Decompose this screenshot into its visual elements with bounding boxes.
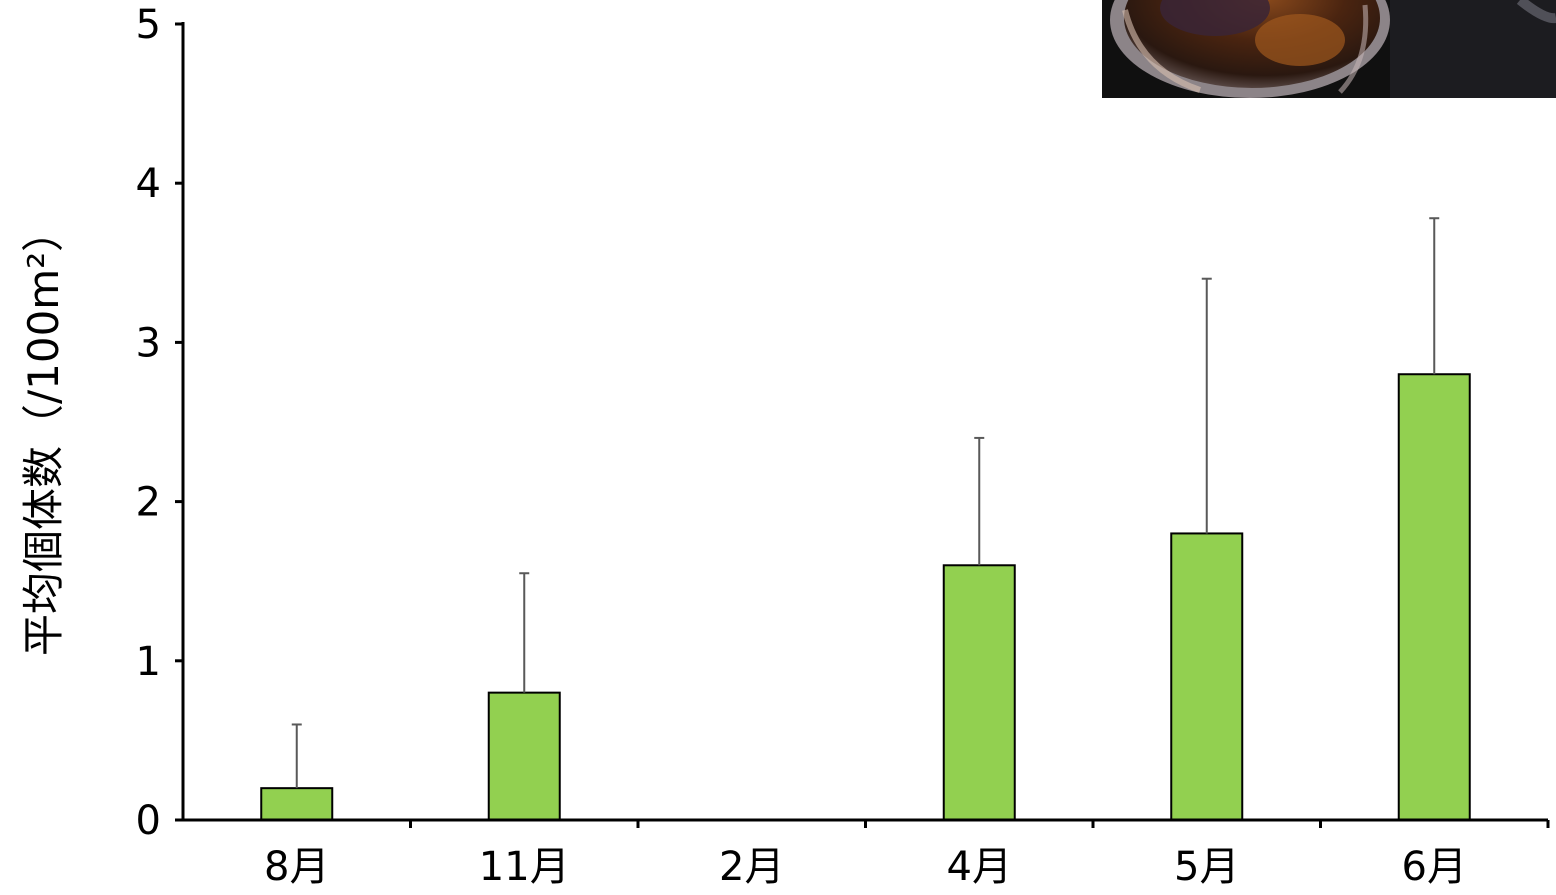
bar — [260, 787, 334, 821]
x-tick-label: 11月 — [479, 844, 570, 890]
x-tick-label: 5月 — [1174, 844, 1239, 890]
y-tick-label: 0 — [136, 798, 161, 844]
x-tick-label: 6月 — [1402, 844, 1467, 890]
snail-shell-photo — [1102, 0, 1556, 98]
bar — [942, 564, 1016, 822]
x-tick-label: 8月 — [264, 844, 329, 890]
x-tick-label: 4月 — [947, 844, 1012, 890]
y-tick-label: 2 — [136, 480, 161, 526]
bar — [1397, 373, 1471, 821]
y-axis-title: 平均個体数（/100m²） — [19, 210, 68, 656]
y-tick-label: 4 — [136, 161, 161, 207]
y-tick-label: 3 — [136, 320, 161, 366]
y-tick-label: 5 — [136, 2, 161, 48]
x-tick-label: 2月 — [719, 844, 784, 890]
bar — [487, 691, 561, 822]
y-tick-label: 1 — [136, 639, 161, 685]
bar — [1170, 532, 1244, 821]
